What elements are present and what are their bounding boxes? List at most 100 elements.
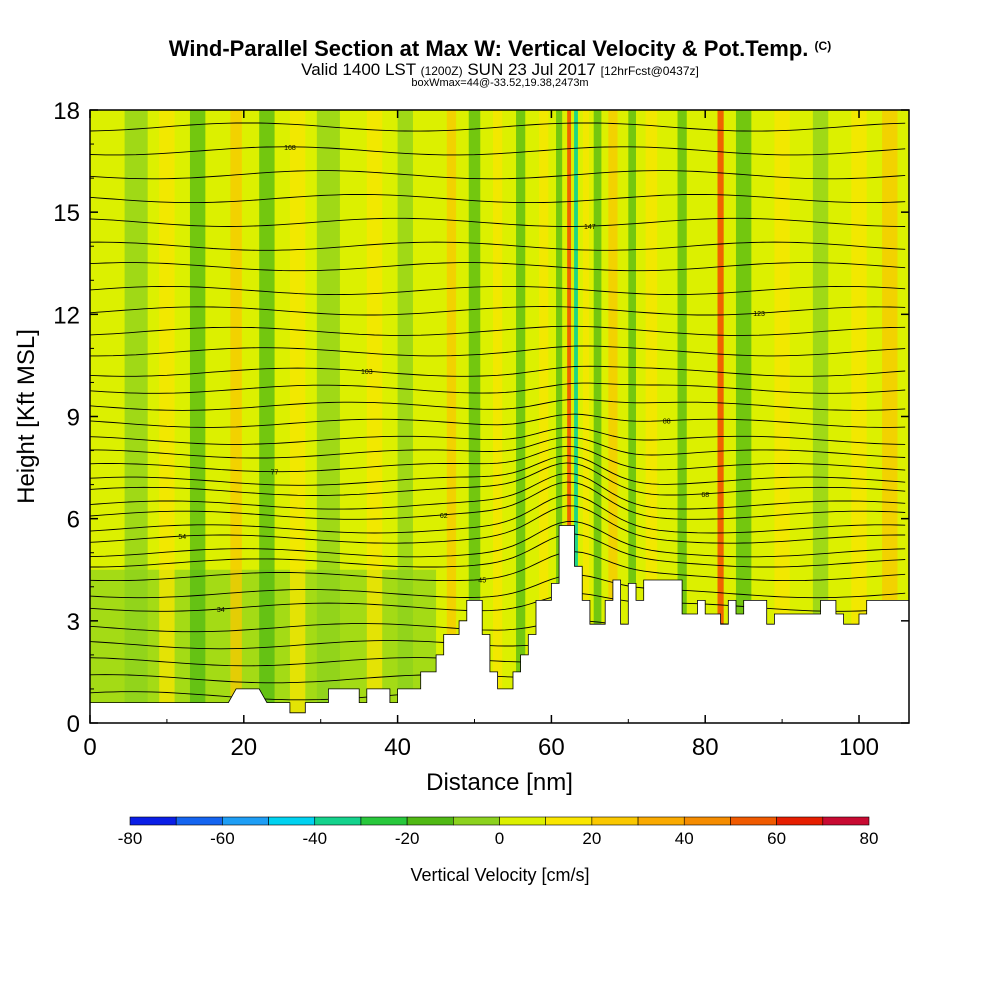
isentrope-line [90, 217, 906, 227]
velocity-column [316, 110, 340, 723]
y-tick-label: 9 [67, 405, 80, 432]
isentrope-label: 168 [284, 145, 296, 152]
isentrope-label: 77 [271, 470, 279, 477]
colorbar-tick-label: 40 [675, 829, 694, 848]
isentrope-line [90, 122, 906, 132]
velocity-column [446, 110, 457, 723]
y-axis-title: Height [Kft MSL] [13, 329, 40, 504]
colorbar-tick-label: -40 [302, 829, 327, 848]
colorbar: -80 -60 -40 -20 0 20 40 60 80 Vertical Velocity [… [118, 816, 879, 885]
x-tick-label: 60 [538, 734, 565, 761]
isentrope-label: 88 [663, 419, 671, 426]
velocity-column [567, 110, 572, 723]
colorbar-tick-label: -20 [395, 829, 420, 848]
colorbar-swatch [637, 816, 685, 826]
isentrope-line [90, 325, 906, 336]
isentrope-line [90, 481, 906, 520]
colorbar-swatch [545, 816, 593, 826]
velocity-column [645, 110, 658, 723]
isentrope-line [90, 427, 906, 445]
isentrope-line [90, 533, 906, 568]
colorbar-swatch [406, 816, 454, 826]
chart-subtitle: Valid 1400 LST (1200Z) SUN 23 Jul 2017 [… [0, 60, 1000, 80]
isentrope-line [90, 382, 906, 394]
velocity-column [492, 110, 503, 723]
colorbar-swatch [129, 816, 177, 826]
colorbar-title: Vertical Velocity [cm/s] [410, 865, 589, 885]
x-tick-label: 100 [839, 734, 879, 761]
colorbar-swatch [591, 816, 639, 826]
velocity-column [468, 110, 481, 723]
colorbar-swatch [822, 816, 870, 826]
colorbar-tick-label: 60 [767, 829, 786, 848]
isentrope-line [90, 285, 906, 296]
valid-time: Valid 1400 LST [301, 60, 416, 79]
x-tick-label: 20 [230, 734, 257, 761]
isentrope-label: 45 [478, 577, 486, 584]
isentrope-label: 34 [217, 607, 225, 614]
velocity-field [90, 110, 898, 723]
isentrope-line [90, 520, 906, 558]
y-tick-label: 6 [67, 507, 80, 534]
colorbar-tick-label: -80 [118, 829, 143, 848]
isentrope-label: 62 [440, 513, 448, 520]
y-tick-label: 12 [53, 302, 80, 329]
velocity-column [397, 110, 413, 723]
velocity-column [628, 110, 636, 723]
isentrope-line [90, 413, 906, 428]
isentrope-line [90, 306, 906, 316]
isentrope-line [90, 455, 906, 486]
colorbar-tick-label: 20 [582, 829, 601, 848]
x-tick-label: 80 [692, 734, 719, 761]
terrain [90, 525, 909, 723]
isentrope-line [90, 551, 906, 582]
isentrope-line [90, 593, 906, 612]
velocity-column [556, 110, 563, 723]
isentrope-line [90, 436, 906, 459]
colorbar-swatch [175, 816, 223, 826]
isentrope-label: 147 [584, 224, 596, 231]
box-info: boxWmax=44@-33.52,19.38,2473m [411, 77, 589, 89]
velocity-column [189, 110, 206, 723]
isentrope-line [90, 170, 906, 180]
isentrope-line [90, 146, 906, 156]
isentrope-label: 123 [753, 311, 765, 318]
velocity-column [812, 110, 829, 723]
velocity-column [851, 110, 867, 723]
chart-title-text: Wind-Parallel Section at Max W: Vertical… [168, 36, 809, 61]
colorbar-swatch [268, 816, 316, 826]
colorbar-swatch [730, 816, 777, 826]
velocity-column [516, 110, 526, 723]
y-tick-label: 15 [53, 200, 80, 227]
colorbar-swatch [314, 816, 362, 826]
isentrope-line [90, 472, 906, 510]
isentrope-line [90, 194, 906, 204]
velocity-column [289, 110, 306, 723]
velocity-column [539, 110, 549, 723]
x-axis-title: Distance [nm] [426, 769, 573, 796]
colorbar-swatch [453, 816, 500, 826]
velocity-column [677, 110, 687, 723]
x-tick-label: 0 [83, 734, 96, 761]
isentrope-label: 68 [701, 492, 709, 499]
y-tick-label: 18 [53, 98, 80, 125]
velocity-column [259, 110, 275, 723]
x-tick-label: 40 [384, 734, 411, 761]
colorbar-swatch [499, 816, 546, 826]
colorbar-tick-label: 80 [860, 829, 879, 848]
velocity-column [608, 110, 618, 723]
chart-title: Wind-Parallel Section at Max W: Vertical… [0, 36, 1000, 62]
velocity-column [582, 110, 590, 723]
colorbar-swatch [360, 816, 408, 826]
terrain-profile [90, 525, 909, 723]
isentrope-line [90, 462, 906, 496]
velocity-column [882, 110, 898, 723]
isentrope-line [90, 398, 906, 411]
velocity-column [230, 110, 242, 723]
isentrope-line [90, 241, 906, 251]
velocity-column [124, 110, 148, 723]
colorbar-swatch [776, 816, 824, 826]
colorbar-swatch [683, 816, 731, 826]
copyright-mark: (C) [814, 39, 832, 53]
